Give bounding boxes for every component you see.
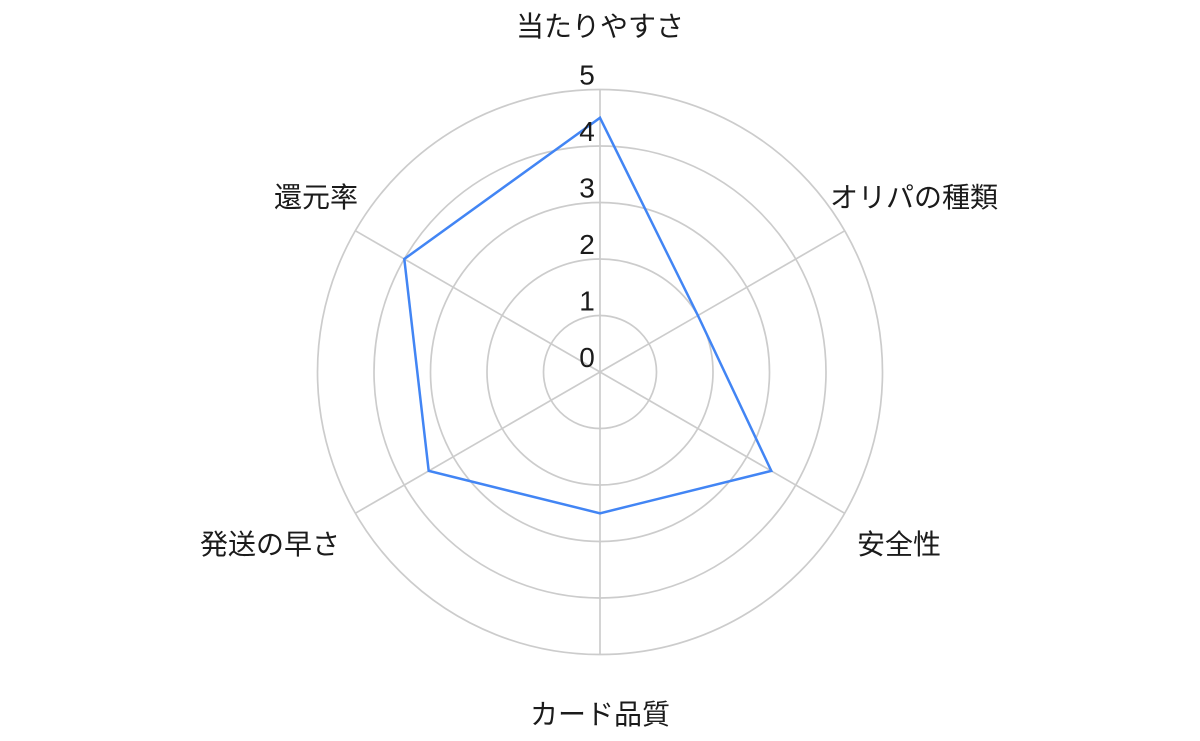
tick-label-5: 5 (579, 60, 595, 91)
axis-spoke-4 (354, 371, 601, 515)
axis-label-1: オリパの種類 (830, 182, 998, 213)
tick-label-4: 4 (579, 116, 595, 147)
tick-label-2: 2 (579, 229, 595, 260)
tick-label-1: 1 (579, 286, 595, 317)
axis-label-4: 発送の早さ (200, 529, 340, 560)
data-polygon (402, 115, 774, 515)
axis-label-5: 還元率 (274, 182, 358, 213)
axis-label-3: カード品質 (530, 699, 670, 730)
tick-label-0: 0 (579, 342, 595, 373)
tick-label-3: 3 (579, 173, 595, 204)
axis-spoke-5 (354, 229, 601, 373)
axis-spoke-2 (599, 371, 846, 515)
axis-spoke-1 (599, 230, 846, 373)
axis-label-0: 当たりやすさ (516, 11, 684, 42)
axis-label-2: 安全性 (857, 529, 941, 560)
